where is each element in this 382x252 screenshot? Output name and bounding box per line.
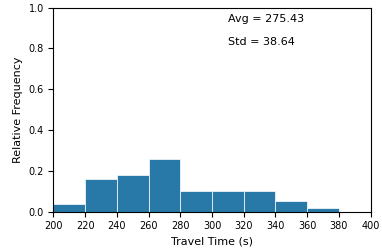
Bar <box>307 208 339 212</box>
Bar <box>85 179 117 212</box>
Text: Avg = 275.43

Std = 38.64: Avg = 275.43 Std = 38.64 <box>228 14 304 47</box>
Bar <box>53 204 85 212</box>
Bar <box>117 175 149 212</box>
X-axis label: Travel Time (s): Travel Time (s) <box>171 237 253 247</box>
Bar <box>212 191 244 212</box>
Bar <box>275 202 307 212</box>
Bar <box>180 191 212 212</box>
Y-axis label: Relative Frequency: Relative Frequency <box>13 56 23 163</box>
Bar <box>244 191 275 212</box>
Bar <box>149 159 180 212</box>
